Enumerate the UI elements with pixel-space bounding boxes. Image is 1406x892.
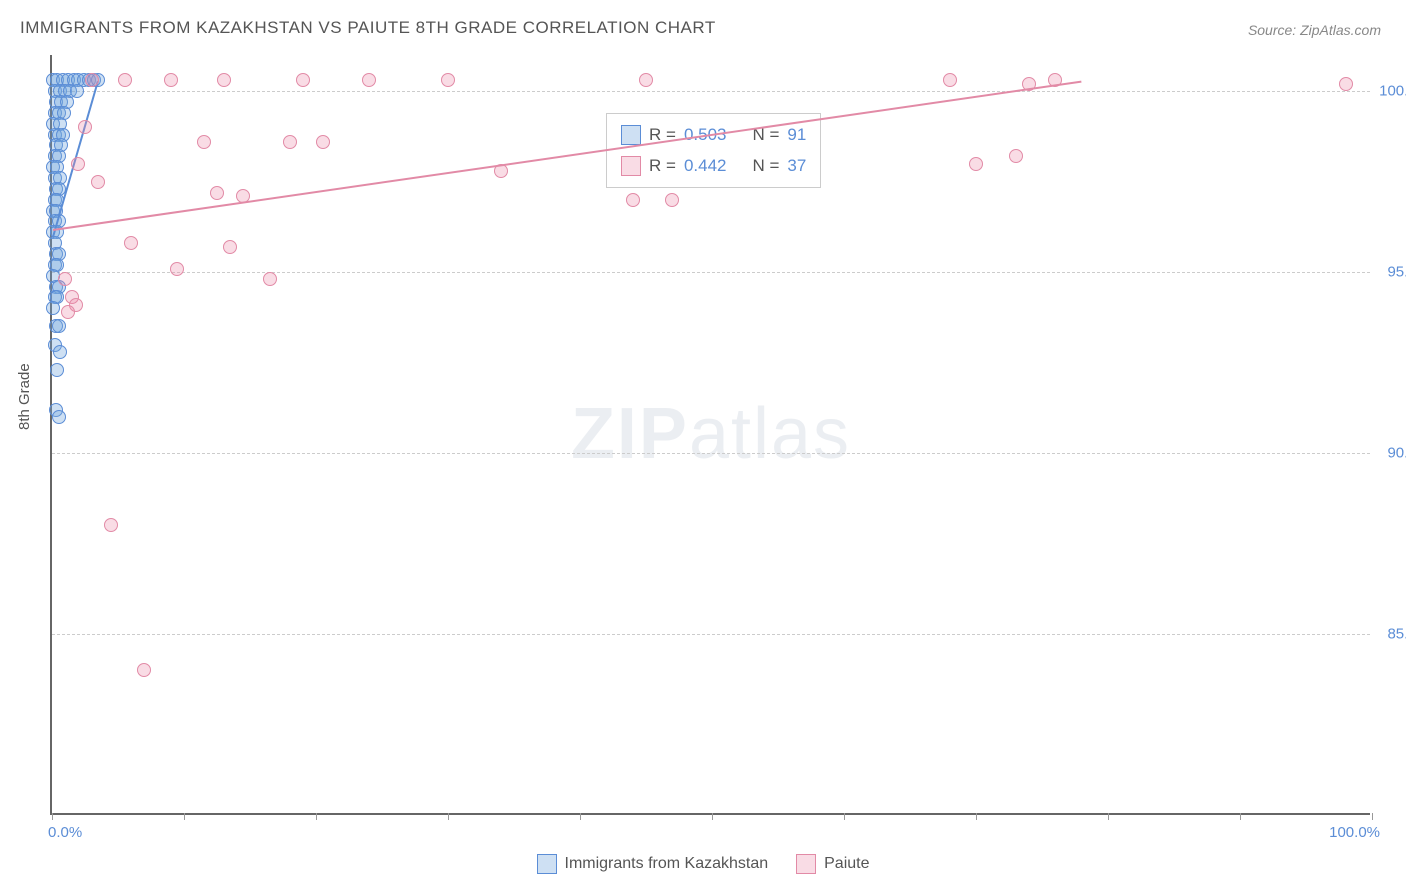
bottom-swatch-paiute (796, 854, 816, 874)
chart-title: IMMIGRANTS FROM KAZAKHSTAN VS PAIUTE 8TH… (20, 18, 716, 38)
data-point (283, 135, 297, 149)
data-point (91, 175, 105, 189)
data-point (52, 319, 66, 333)
bottom-legend-kazakhstan: Immigrants from Kazakhstan (537, 854, 769, 874)
bottom-legend-label-kazakhstan: Immigrants from Kazakhstan (565, 855, 769, 873)
data-point (78, 120, 92, 134)
y-tick-label: 95.0% (1378, 264, 1406, 281)
x-tick-mark (52, 813, 53, 820)
x-tick-mark (712, 813, 713, 820)
source-label: Source: (1248, 22, 1296, 38)
data-point (296, 73, 310, 87)
gridline-h (52, 272, 1370, 273)
x-tick-mark (1108, 813, 1109, 820)
x-tick-mark (448, 813, 449, 820)
watermark: ZIPatlas (571, 393, 851, 475)
n-value-paiute: 37 (787, 151, 806, 182)
data-point (104, 518, 118, 532)
data-point (210, 186, 224, 200)
n-label: N = (752, 151, 779, 182)
legend-row-paiute: R = 0.442 N = 37 (621, 151, 806, 182)
legend-swatch-paiute (621, 156, 641, 176)
x-tick-mark (316, 813, 317, 820)
x-tick-max: 100.0% (1329, 824, 1380, 841)
x-tick-mark (580, 813, 581, 820)
scatter-plot-area: ZIPatlas R = 0.503 N = 91 R = 0.442 N = … (50, 55, 1370, 815)
data-point (61, 305, 75, 319)
r-label: R = (649, 120, 676, 151)
y-tick-label: 90.0% (1378, 445, 1406, 462)
data-point (52, 410, 66, 424)
watermark-bold: ZIP (571, 394, 689, 474)
data-point (70, 84, 84, 98)
x-tick-mark (844, 813, 845, 820)
trend-line (53, 80, 1082, 230)
gridline-h (52, 91, 1370, 92)
r-value-paiute: 0.442 (684, 151, 727, 182)
data-point (626, 193, 640, 207)
data-point (197, 135, 211, 149)
r-label: R = (649, 151, 676, 182)
watermark-light: atlas (689, 394, 851, 474)
source-attribution: Source: ZipAtlas.com (1248, 22, 1381, 38)
data-point (441, 73, 455, 87)
x-tick-mark (184, 813, 185, 820)
bottom-legend-label-paiute: Paiute (824, 855, 869, 873)
data-point (85, 73, 99, 87)
data-point (1339, 77, 1353, 91)
data-point (217, 73, 231, 87)
data-point (124, 236, 138, 250)
data-point (639, 73, 653, 87)
data-point (118, 73, 132, 87)
x-tick-mark (1240, 813, 1241, 820)
x-tick-min: 0.0% (48, 824, 82, 841)
data-point (969, 157, 983, 171)
gridline-h (52, 634, 1370, 635)
gridline-h (52, 453, 1370, 454)
bottom-swatch-kazakhstan (537, 854, 557, 874)
bottom-legend-paiute: Paiute (796, 854, 869, 874)
y-tick-label: 85.0% (1378, 626, 1406, 643)
y-axis-label: 8th Grade (16, 363, 33, 430)
data-point (665, 193, 679, 207)
data-point (58, 272, 72, 286)
data-point (46, 301, 60, 315)
data-point (263, 272, 277, 286)
data-point (53, 345, 67, 359)
x-tick-mark (976, 813, 977, 820)
data-point (164, 73, 178, 87)
data-point (362, 73, 376, 87)
bottom-legend: Immigrants from Kazakhstan Paiute (0, 854, 1406, 874)
legend-swatch-kazakhstan (621, 125, 641, 145)
data-point (1009, 149, 1023, 163)
data-point (137, 663, 151, 677)
data-point (50, 363, 64, 377)
x-tick-mark (1372, 813, 1373, 820)
source-name: ZipAtlas.com (1300, 22, 1381, 38)
y-tick-label: 100.0% (1378, 83, 1406, 100)
data-point (943, 73, 957, 87)
data-point (170, 262, 184, 276)
data-point (223, 240, 237, 254)
data-point (71, 157, 85, 171)
data-point (316, 135, 330, 149)
